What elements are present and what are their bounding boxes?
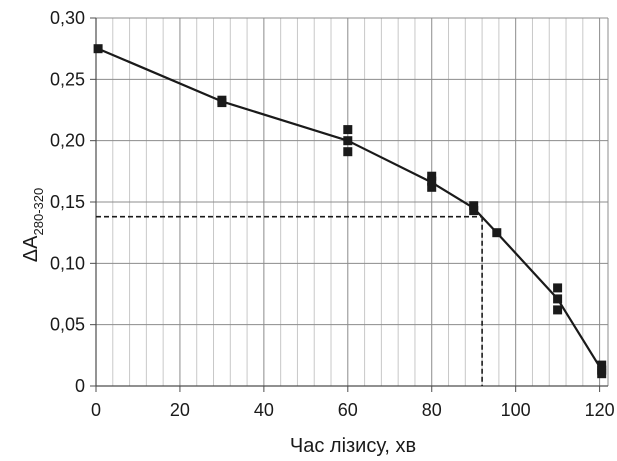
data-point — [597, 369, 607, 379]
data-point — [217, 98, 227, 108]
x-tick-label: 60 — [338, 400, 358, 420]
y-tick-label: 0,15 — [50, 192, 85, 212]
y-tick-label: 0,30 — [50, 8, 85, 28]
data-point — [553, 283, 563, 293]
data-point — [427, 171, 437, 181]
data-point — [343, 136, 353, 146]
x-tick-label: 100 — [501, 400, 531, 420]
trend-line — [97, 47, 603, 371]
data-point — [469, 206, 479, 216]
data-point — [597, 360, 607, 370]
tick-labels: 0 20 40 60 80 100 120 0 0,05 0,10 0,15 0,20 0,25 0,30 — [50, 8, 615, 420]
x-axis-title: Час лізису, хв — [290, 435, 416, 457]
y-axis-title-main: ΔA — [20, 235, 42, 262]
x-tick-label: 120 — [585, 400, 615, 420]
data-point — [427, 182, 437, 192]
data-point — [427, 176, 437, 186]
axes — [90, 17, 608, 392]
data-point — [343, 147, 353, 157]
y-axis-title-subscript: 280-320 — [31, 188, 46, 236]
x-tick-label: 0 — [91, 400, 101, 420]
reference-lines — [96, 215, 483, 386]
data-point — [469, 201, 479, 211]
y-tick-label: 0,10 — [50, 253, 85, 273]
data-point — [553, 305, 563, 315]
data-point — [93, 44, 103, 54]
y-tick-label: 0,20 — [50, 131, 85, 151]
x-tick-label: 40 — [254, 400, 274, 420]
data-point — [492, 228, 502, 238]
data-point — [343, 125, 353, 135]
y-tick-label: 0,05 — [50, 315, 85, 335]
x-tick-label: 80 — [422, 400, 442, 420]
data-point — [553, 294, 563, 304]
major-grid — [96, 17, 609, 386]
y-axis-title: ΔA280-320 — [20, 188, 46, 262]
trend-line-group — [97, 47, 603, 371]
y-tick-label: 0,25 — [50, 69, 85, 89]
x-tick-label: 20 — [170, 400, 190, 420]
y-tick-label: 0 — [75, 376, 85, 396]
markers — [93, 44, 607, 379]
